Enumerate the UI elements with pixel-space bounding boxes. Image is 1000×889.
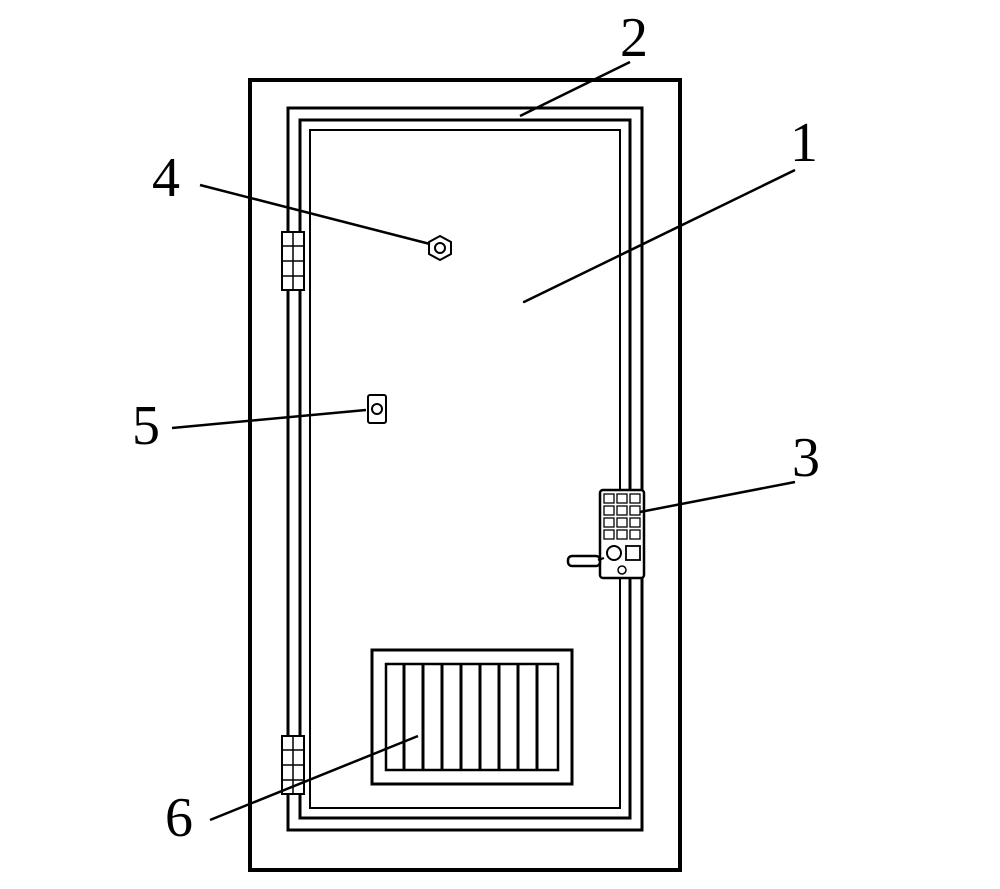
label-3: 3 [792, 430, 820, 486]
label-6: 6 [165, 790, 193, 846]
leader-4 [200, 185, 430, 244]
label-2: 2 [620, 10, 648, 66]
peephole [429, 236, 451, 260]
door-frame-outer [288, 108, 642, 830]
label-5: 5 [132, 398, 160, 454]
outer-frame [250, 80, 680, 870]
door-diagram: 1 2 3 4 5 6 [0, 0, 1000, 889]
leader-1 [524, 170, 795, 302]
doorbell [368, 395, 386, 423]
leader-1-endpoint [523, 301, 525, 303]
leader-3 [640, 482, 795, 512]
keypad-lock [568, 490, 644, 578]
leader-5 [172, 410, 366, 428]
door-frame-inner [300, 120, 630, 818]
leader-lines [172, 62, 795, 820]
label-4: 4 [152, 150, 180, 206]
label-1: 1 [790, 115, 818, 171]
hinge-top [282, 232, 304, 290]
vent-grille [372, 650, 572, 784]
